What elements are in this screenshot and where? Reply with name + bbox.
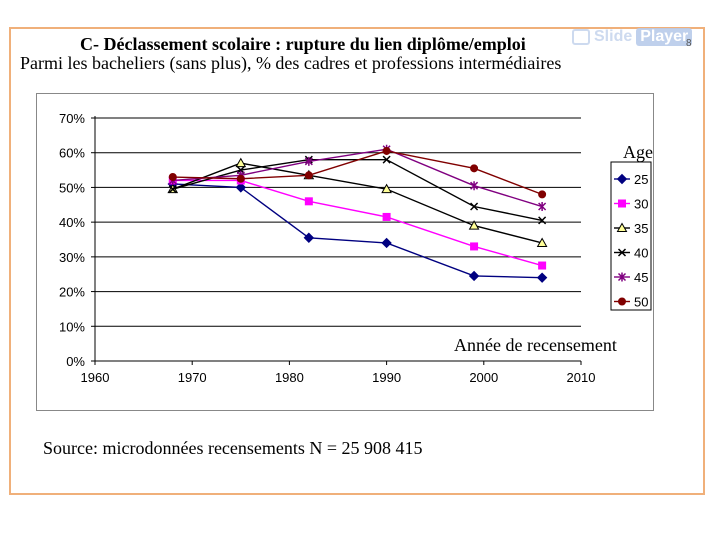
y-tick-label: 70%	[59, 111, 85, 126]
data-point-45	[538, 202, 547, 212]
legend-label-25: 25	[634, 172, 648, 187]
slide-frame	[9, 27, 705, 495]
watermark-right: Player	[636, 28, 693, 46]
series-line-50	[172, 150, 543, 196]
data-point-30	[538, 261, 547, 270]
data-point-35	[235, 157, 247, 168]
data-point-25	[235, 182, 247, 193]
legend-marker-50	[618, 297, 626, 306]
source-note: Source: microdonnées recensements N = 25…	[43, 438, 423, 458]
slideplayer-logo-icon	[572, 29, 590, 45]
slide-title: C- Déclassement scolaire : rupture du li…	[80, 34, 526, 54]
slide-subtitle: Parmi les bacheliers (sans plus), % des …	[20, 53, 562, 73]
x-axis-label: Année de recensement	[454, 335, 617, 355]
y-tick-label: 0%	[66, 354, 85, 369]
data-point-50	[538, 190, 547, 199]
legend-label-50: 50	[634, 295, 648, 310]
y-tick-label: 10%	[59, 319, 85, 334]
y-tick-label: 50%	[59, 180, 85, 195]
y-tick-label: 20%	[59, 285, 85, 300]
y-tick-label: 30%	[59, 250, 85, 265]
series-line-40	[172, 158, 543, 222]
legend-marker-30	[618, 199, 626, 208]
page-number: 8	[686, 38, 692, 49]
y-tick-label: 60%	[59, 146, 85, 161]
x-tick-label: 1980	[275, 370, 304, 385]
series-line-30	[172, 179, 543, 267]
x-tick-label: 2000	[469, 370, 498, 385]
data-point-25	[536, 272, 548, 283]
data-point-50	[470, 164, 479, 173]
data-point-25	[303, 232, 315, 243]
x-tick-label: 1990	[372, 370, 401, 385]
watermark: Slide Player	[572, 26, 712, 48]
data-point-35	[381, 183, 392, 194]
watermark-left: Slide	[594, 28, 633, 45]
data-point-35	[468, 220, 480, 230]
series-line-35	[172, 162, 543, 244]
x-tick-label: 1960	[81, 370, 110, 385]
data-point-25	[381, 237, 392, 249]
legend-label-40: 40	[634, 246, 648, 261]
data-point-25	[468, 270, 480, 282]
y-tick-label: 40%	[59, 215, 85, 230]
data-point-30	[304, 197, 313, 206]
data-point-40	[470, 202, 479, 211]
data-point-40	[382, 155, 391, 164]
series-line-45	[172, 148, 543, 208]
x-tick-label: 2010	[567, 370, 596, 385]
legend-title: Age	[623, 142, 653, 162]
line-chart: 0% 10% 20% 30% 40% 50% 60% 70% 1960 1970 1980 1990 2…	[59, 111, 652, 385]
data-point-40	[538, 216, 547, 225]
legend-marker-40	[617, 248, 627, 257]
data-point-35	[536, 237, 548, 247]
data-point-45	[304, 156, 313, 166]
x-tick-label: 1970	[178, 370, 207, 385]
chart-container: 0% 10% 20% 30% 40% 50% 60% 70% 1960 1970 1980 1990 2…	[36, 93, 654, 411]
data-point-50	[236, 174, 245, 183]
legend-label-30: 30	[634, 197, 648, 212]
data-point-30	[470, 242, 479, 251]
legend-marker-45	[617, 272, 627, 282]
legend-label-35: 35	[634, 221, 648, 236]
data-point-50	[382, 146, 391, 155]
data-point-40	[168, 185, 177, 194]
legend-box	[610, 161, 652, 311]
data-point-50	[304, 171, 313, 180]
data-point-50	[168, 173, 177, 182]
legend-label-45: 45	[634, 270, 648, 285]
series-line-25	[172, 183, 543, 279]
legend-marker-35	[616, 222, 628, 232]
data-point-45	[470, 181, 479, 191]
legend-marker-25	[616, 173, 628, 185]
data-point-30	[382, 212, 391, 221]
